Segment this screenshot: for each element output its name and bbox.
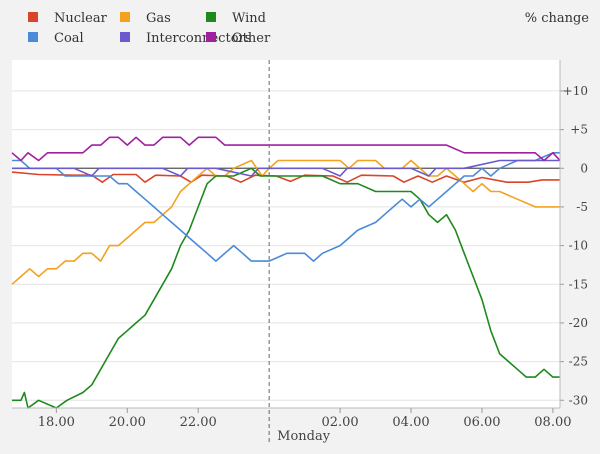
midnight-marker: Monday xyxy=(268,60,331,445)
y-tick-label: -5 xyxy=(576,200,588,214)
y-tick-label: 0 xyxy=(580,161,588,175)
x-tick-label: 04.00 xyxy=(392,415,429,430)
unit-label: % change xyxy=(525,11,590,26)
y-tick-label: -10 xyxy=(569,239,588,253)
y-tick-label: -15 xyxy=(569,277,588,291)
y-tick-label: -25 xyxy=(569,355,588,369)
legend-swatch-wind xyxy=(206,12,216,22)
legend-label-coal: Coal xyxy=(54,31,84,46)
legend-swatch-interconnectors xyxy=(120,32,130,42)
series-line-gas xyxy=(11,159,560,285)
x-axis: 18.00 20.00 22.00 02.00 04.00 06.00 08.00 xyxy=(12,407,572,430)
legend-label-nuclear: Nuclear xyxy=(54,11,108,26)
x-tick-label: 20.00 xyxy=(109,415,146,430)
legend-label-gas: Gas xyxy=(146,11,171,26)
x-tick-label: 06.00 xyxy=(463,415,500,430)
y-tick-label: -30 xyxy=(569,393,588,407)
plot-area xyxy=(12,60,560,408)
legend-label-interconnectors: Interconnectors xyxy=(146,31,251,46)
x-tick-label: 08.00 xyxy=(534,415,571,430)
series-line-coal xyxy=(12,152,560,262)
grid xyxy=(12,90,560,401)
y-axis: +10 +5 0 -5 -10 -15 -20 -25 -30 xyxy=(559,60,588,408)
y-tick-label: +5 xyxy=(570,123,588,137)
legend-label-wind: Wind xyxy=(232,11,266,26)
x-tick-label: 18.00 xyxy=(38,415,75,430)
legend-label-other: Other xyxy=(232,31,271,46)
series-line-interconnectors xyxy=(12,159,560,177)
legend-swatch-gas xyxy=(120,12,130,22)
y-tick-label: +10 xyxy=(563,84,588,98)
legend-swatch-coal xyxy=(28,32,38,42)
legend-swatch-other xyxy=(206,32,216,42)
series-line-other xyxy=(11,136,561,162)
series-group xyxy=(11,136,561,409)
y-tick-label: -20 xyxy=(569,316,588,330)
x-tick-label: 02.00 xyxy=(321,415,358,430)
legend-swatch-nuclear xyxy=(28,12,38,22)
series-line-wind xyxy=(12,167,560,409)
x-tick-label: 22.00 xyxy=(180,415,217,430)
midnight-label: Monday xyxy=(277,429,331,444)
